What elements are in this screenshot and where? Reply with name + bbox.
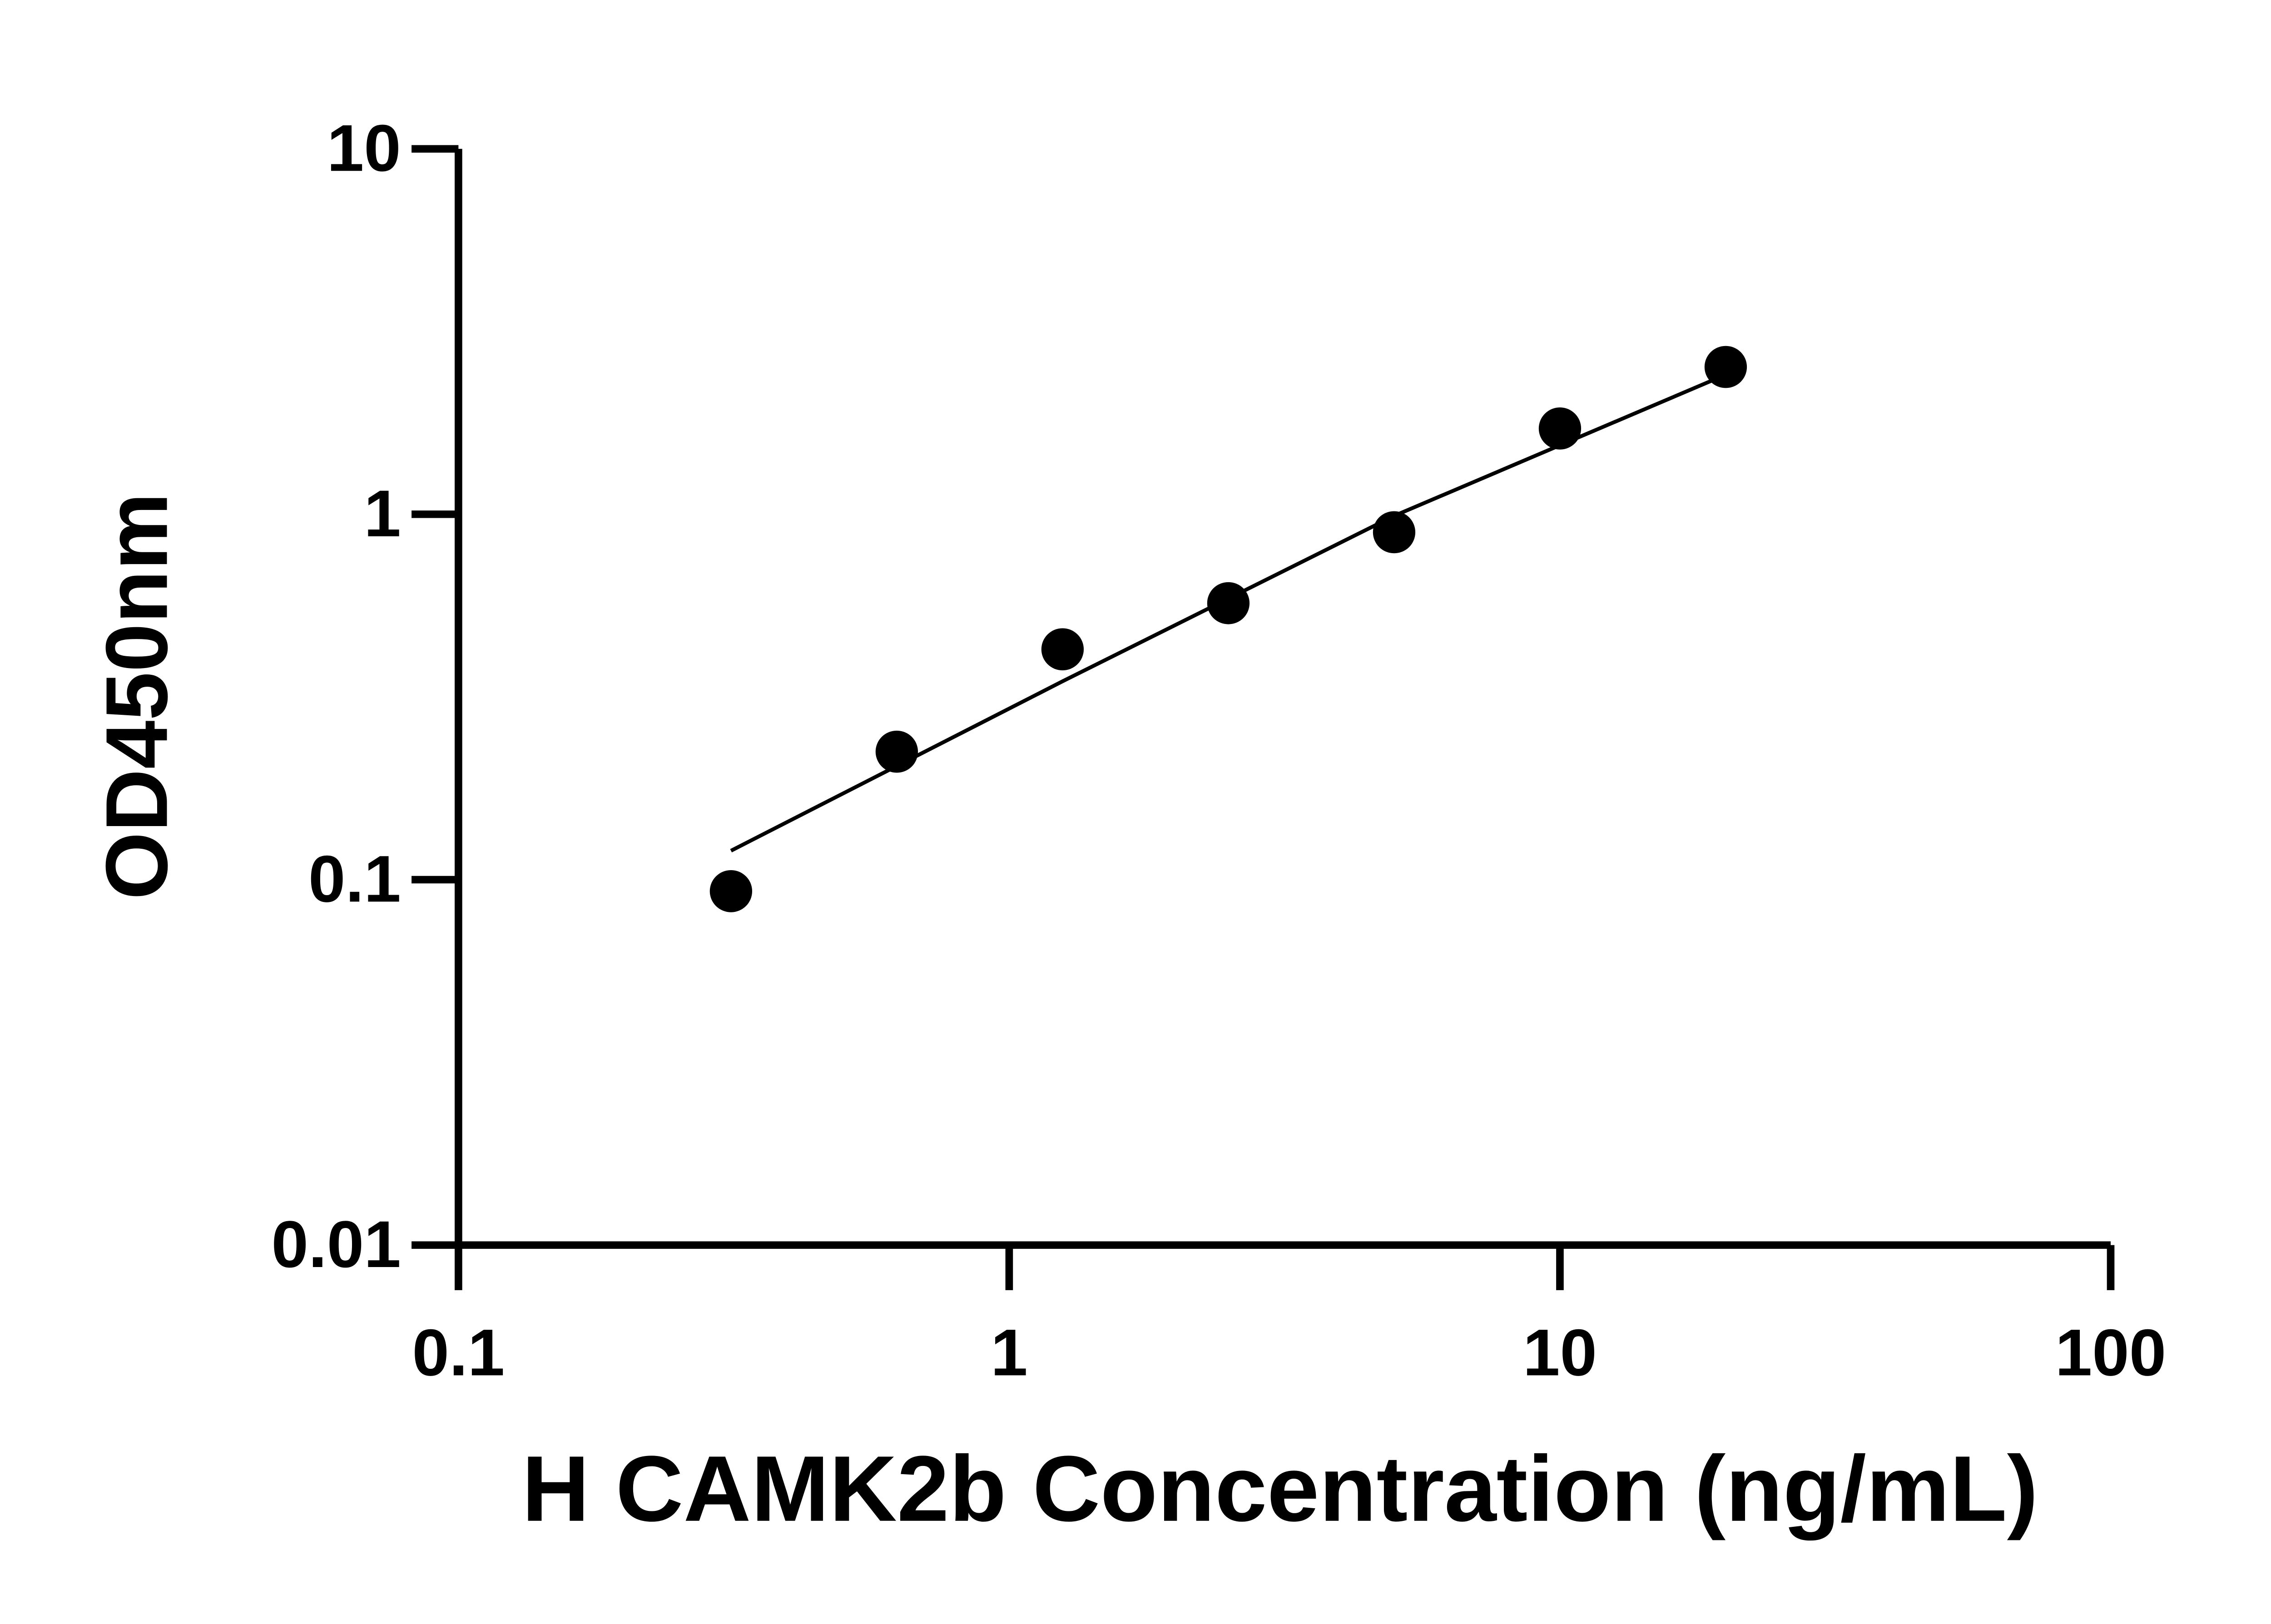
x-tick-label: 0.1 [412, 1316, 505, 1390]
y-tick-label: 0.1 [308, 842, 401, 916]
x-axis-title: H CAMK2b Concentration (ng/mL) [522, 1436, 2038, 1540]
y-tick-label: 0.01 [271, 1207, 401, 1281]
x-tick-label: 100 [2055, 1316, 2167, 1390]
x-tick-label: 1 [991, 1316, 1028, 1390]
data-point [709, 870, 753, 912]
x-tick-label: 10 [1523, 1316, 1597, 1390]
y-tick-label: 1 [364, 476, 401, 550]
data-point [1041, 628, 1084, 671]
y-tick-label: 10 [327, 111, 401, 185]
data-point [1538, 407, 1582, 450]
y-axis-title: OD450nm [88, 493, 186, 900]
fit-line [730, 373, 1727, 852]
data-point [1207, 582, 1250, 624]
